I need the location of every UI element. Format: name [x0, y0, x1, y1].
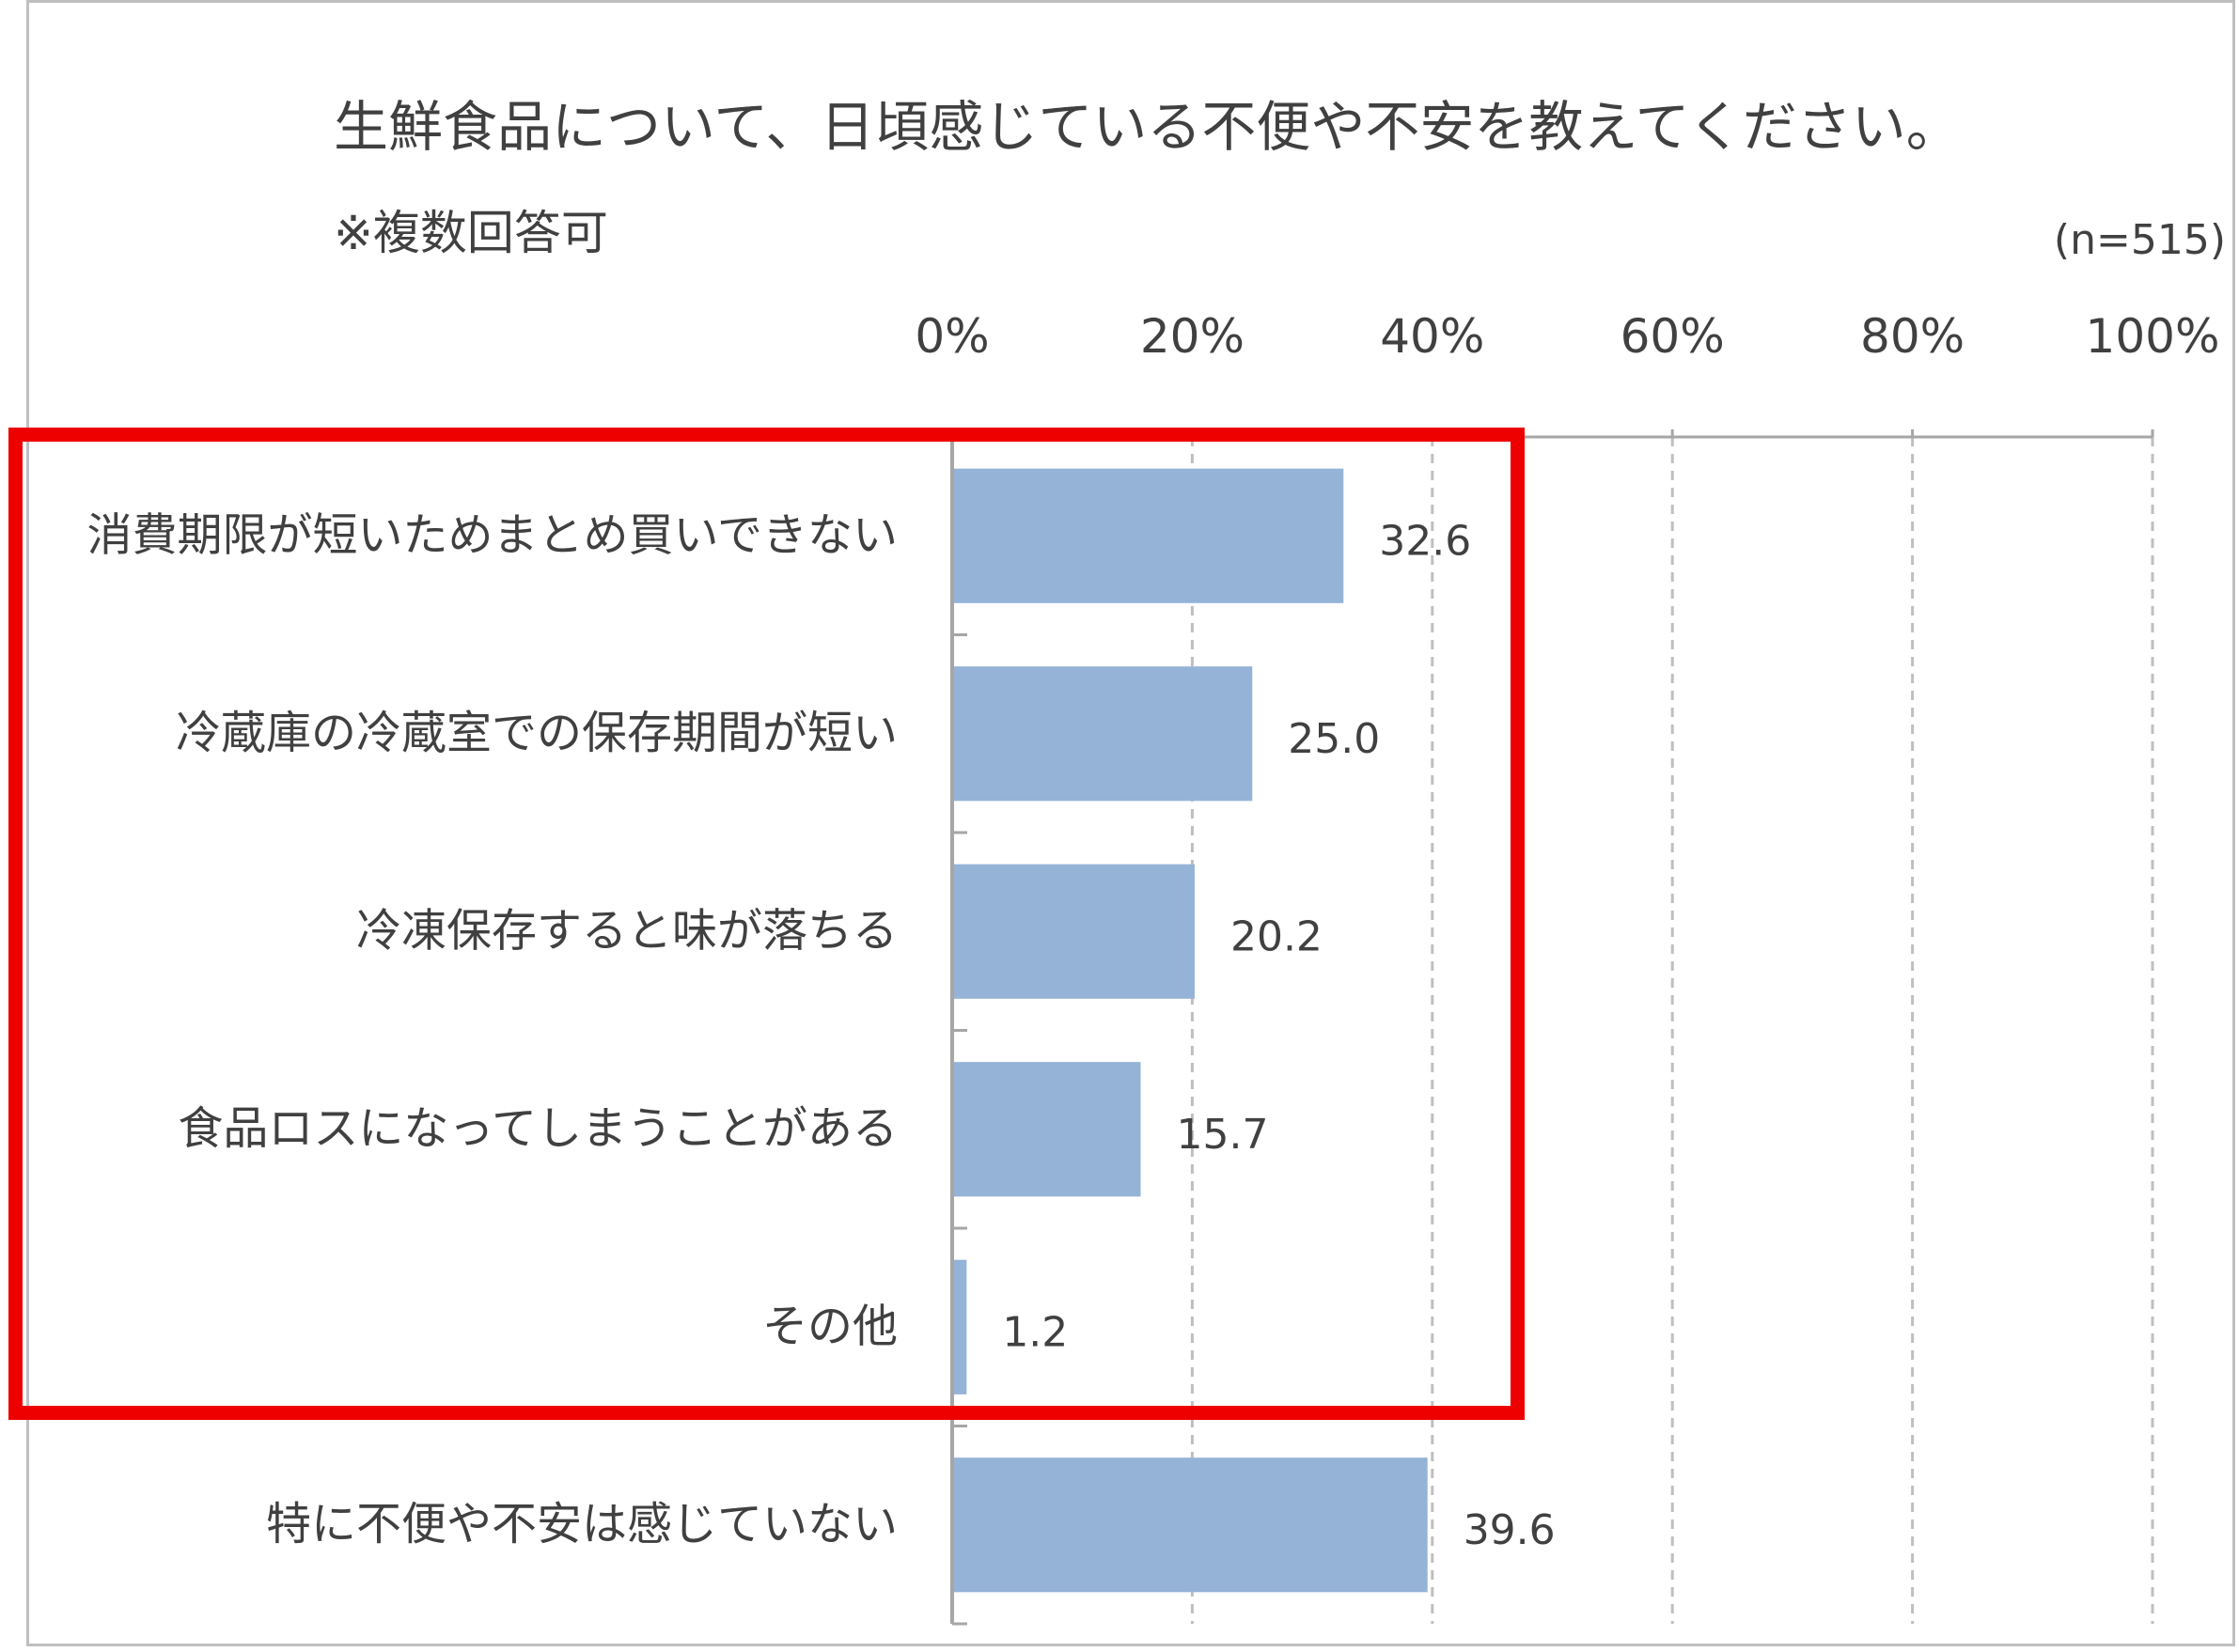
bar: [954, 1457, 1428, 1593]
data-label: 32.6: [1379, 517, 1471, 565]
bar: [954, 468, 1344, 603]
chart-frame: [26, 0, 2235, 1646]
category-label: 冷凍保存すると味が落ちる: [356, 904, 898, 957]
data-label: 15.7: [1176, 1111, 1268, 1159]
sample-size-label: (n=515): [2053, 216, 2226, 264]
x-tick-label: 60%: [1621, 309, 1725, 364]
highlight-box: [8, 428, 1525, 1420]
category-label: その他: [762, 1300, 898, 1352]
chart-note: ※複数回答可: [334, 206, 608, 260]
data-label: 39.6: [1464, 1506, 1556, 1554]
category-label: 特に不便や不安は感じていない: [266, 1498, 898, 1551]
chart-title: 生鮮食品について、日頃感じている不便や不安を教えてください。: [334, 95, 1961, 159]
data-label: 1.2: [1002, 1308, 1068, 1356]
bar: [954, 666, 1253, 802]
category-label: 食品ロスになってしまうことがある: [178, 1102, 898, 1155]
category-label: 冷蔵庫の冷蔵室での保存期間が短い: [176, 707, 898, 759]
bar: [954, 1259, 967, 1395]
x-tick-label: 0%: [915, 309, 989, 364]
data-label: 20.2: [1230, 912, 1323, 960]
x-tick-label: 20%: [1140, 309, 1245, 364]
bar: [954, 1062, 1141, 1197]
x-tick-label: 80%: [1860, 309, 1965, 364]
bar: [954, 864, 1195, 999]
x-tick-label: 40%: [1380, 309, 1484, 364]
data-label: 25.0: [1288, 715, 1380, 763]
category-label: 消費期限が短いためまとめ買いできない: [86, 508, 898, 561]
x-tick-label: 100%: [2086, 309, 2220, 364]
